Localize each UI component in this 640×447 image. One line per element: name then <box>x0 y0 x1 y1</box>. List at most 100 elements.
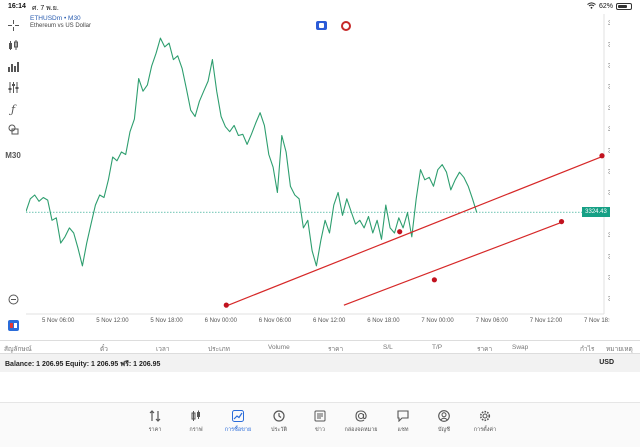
volume-bars-icon[interactable] <box>6 59 20 73</box>
x-tick-label: 5 Nov 18:00 <box>150 318 183 324</box>
chart-timeframe: M30 <box>68 15 81 22</box>
trendline-anchor-point <box>397 229 403 235</box>
x-tick-label: 7 Nov 06:00 <box>476 318 509 324</box>
col-time[interactable]: เวลา <box>156 346 170 353</box>
col-symbol[interactable]: สัญลักษณ์ <box>4 346 32 353</box>
status-right: 62% <box>587 2 632 11</box>
col-sl[interactable]: S/L <box>383 344 393 351</box>
status-date: ศ. 7 พ.ย. <box>32 5 59 12</box>
chart-area[interactable]: 3473.80 3457.05 3440.30 3423.55 3406.80 3390.… <box>26 14 610 330</box>
quotes-arrows-icon <box>148 409 162 423</box>
col-current-price[interactable]: ราคา <box>477 346 493 353</box>
trendline-anchor-point <box>431 277 437 283</box>
tab-news[interactable]: ข่าว <box>301 409 339 434</box>
tab-account[interactable]: บัญชี <box>425 409 463 434</box>
x-tick-label: 6 Nov 12:00 <box>313 318 346 324</box>
account-icon <box>437 409 451 423</box>
y-tick-label: 3339.80 <box>608 191 610 197</box>
tab-label: บัญชี <box>438 427 450 433</box>
price-series-line <box>26 37 478 267</box>
current-price-tag: 3324.43 <box>582 207 610 218</box>
tab-label: ประวัติ <box>270 427 288 433</box>
tab-mailbox[interactable]: กล่องจดหมาย <box>342 409 380 434</box>
candles-icon[interactable] <box>6 38 20 52</box>
chart-title: ETHUSDm • M30 <box>30 15 81 22</box>
chart-candles-icon <box>189 409 203 423</box>
x-tick-label: 6 Nov 00:00 <box>205 318 238 324</box>
crosshair-icon[interactable] <box>6 18 20 32</box>
chart-subtitle: Ethereum vs US Dollar <box>30 23 92 29</box>
balance-row: Balance: 1 206.95 Equity: 1 206.95 ฟรี: … <box>0 354 640 372</box>
trendline-anchor-point <box>599 153 605 159</box>
col-volume[interactable]: Volume <box>268 344 290 351</box>
currency-flags <box>316 21 351 31</box>
tab-history[interactable]: ประวัติ <box>260 409 298 434</box>
col-type[interactable]: ประเภท <box>208 346 230 353</box>
x-tick-label: 5 Nov 12:00 <box>96 318 129 324</box>
x-tick-label: 7 Nov 12:00 <box>530 318 563 324</box>
col-ticket[interactable]: ตั๋ว <box>100 346 108 353</box>
chart-canvas[interactable]: 3473.80 3457.05 3440.30 3423.55 3406.80 3390.… <box>26 14 610 330</box>
tab-trade[interactable]: การซื้อขาย <box>219 409 257 434</box>
col-comment[interactable]: หมายเหตุ <box>606 346 633 353</box>
bottom-tab-bar: ราคา กราฟ การซื้อขาย ประวัติ ข่าว กล่องจ… <box>0 402 640 447</box>
trendline <box>228 155 605 306</box>
wifi-icon <box>587 2 596 11</box>
tab-label: กล่องจดหมาย <box>344 427 378 433</box>
tab-label: กราฟ <box>189 427 203 433</box>
chart-toolbar: ƒ M30 <box>0 14 26 340</box>
timeframe-label[interactable]: M30 <box>5 150 21 160</box>
x-tick-label: 5 Nov 06:00 <box>42 318 75 324</box>
trendline <box>343 221 564 306</box>
col-swap[interactable]: Swap <box>512 344 529 351</box>
balance-currency: USD <box>599 359 614 366</box>
settings-icon <box>478 409 492 423</box>
x-tick-label: 6 Nov 18:00 <box>367 318 400 324</box>
x-tick-label: 7 Nov 00:00 <box>421 318 454 324</box>
tab-label: ราคา <box>148 427 162 433</box>
chart-symbol: ETHUSDm <box>30 15 63 22</box>
y-tick-label: 3457.05 <box>608 42 610 48</box>
chat-icon <box>396 409 410 423</box>
col-tp[interactable]: T/P <box>432 344 443 351</box>
tab-settings[interactable]: การตั้งค่า <box>466 409 504 434</box>
indicators-icon[interactable] <box>6 80 20 94</box>
y-tick-label: 3256.05 <box>608 297 610 303</box>
y-tick-label: 3356.55 <box>608 170 610 176</box>
y-tick-label: 3306.30 <box>608 233 610 239</box>
y-tick-label: 3373.30 <box>608 148 610 154</box>
one-click-trading-icon[interactable] <box>6 318 20 332</box>
y-tick-label: 3272.80 <box>608 276 610 282</box>
tab-chat[interactable]: แชท <box>384 409 422 434</box>
col-profit[interactable]: กำไร <box>580 346 595 353</box>
ethereum-flag-icon <box>316 21 327 30</box>
trade-list-empty <box>0 372 640 402</box>
balance-text: Balance: 1 206.95 Equity: 1 206.95 ฟรี: … <box>5 361 161 368</box>
x-tick-label: 7 Nov 18:00 <box>584 318 610 324</box>
trade-icon <box>231 409 245 423</box>
mailbox-icon <box>354 409 368 423</box>
y-tick-label: 3289.55 <box>608 254 610 260</box>
tab-label: แชท <box>397 427 409 433</box>
y-tick-label: 3406.80 <box>608 106 610 112</box>
zoom-icon[interactable] <box>6 292 20 306</box>
tab-quotes[interactable]: ราคา <box>136 409 174 434</box>
col-price[interactable]: ราคา <box>328 346 344 353</box>
battery-percent: 62% <box>598 3 613 10</box>
history-icon <box>272 409 286 423</box>
y-tick-label: 3390.05 <box>608 127 610 133</box>
status-time: 16:14 <box>8 3 26 10</box>
x-tick-label: 6 Nov 06:00 <box>259 318 292 324</box>
tab-label: การซื้อขาย <box>224 427 252 433</box>
trendline-anchor-point <box>223 302 229 308</box>
tab-label: ข่าว <box>315 427 325 433</box>
trendline-anchor-point <box>558 218 565 225</box>
y-tick-label: 3473.80 <box>608 21 610 27</box>
y-tick-label: 3423.55 <box>608 85 610 91</box>
trade-table-header: สัญลักษณ์ ตั๋ว เวลา ประเภท Volume ราคา S… <box>0 340 640 354</box>
objects-icon[interactable] <box>6 122 20 136</box>
function-icon[interactable]: ƒ <box>10 102 16 116</box>
tab-label: การตั้งค่า <box>473 427 497 433</box>
tab-chart[interactable]: กราฟ <box>177 409 215 434</box>
dollar-flag-icon <box>341 21 351 31</box>
